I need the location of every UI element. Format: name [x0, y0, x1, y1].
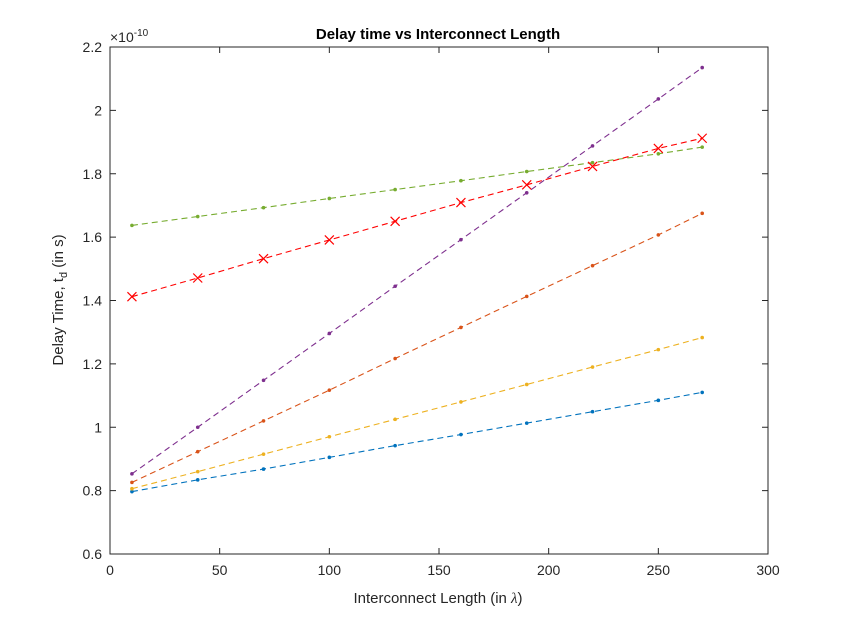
series-5-point: [700, 145, 704, 149]
plot-background: [110, 47, 768, 554]
x-label-prefix: Interconnect Length (in: [353, 590, 511, 607]
series-2-point: [195, 449, 200, 454]
series-3-point: [700, 335, 704, 340]
series-6-point: [127, 291, 137, 302]
series-3-point: [327, 434, 332, 439]
series-1-point: [327, 455, 332, 460]
y-exponent-base: ×10: [110, 29, 134, 45]
series-2-point: [590, 263, 595, 268]
series-2-point: [700, 211, 704, 216]
y-tick-label: 1: [94, 419, 102, 435]
series-5-point: [261, 205, 266, 210]
x-tick-label: 150: [427, 562, 451, 578]
series-3-line: [131, 337, 703, 490]
series-5-point: [656, 151, 661, 156]
x-tick-label: 300: [756, 562, 780, 578]
chart-title: Delay time vs Interconnect Length: [316, 26, 560, 43]
series-6-point: [456, 197, 466, 208]
x-tick-label: 0: [106, 562, 114, 578]
series-3-point: [524, 382, 529, 387]
series-1-point: [130, 489, 134, 494]
series-1-point: [590, 409, 595, 414]
series-3-point: [261, 452, 266, 456]
x-axis-label: Interconnect Length (in λ): [353, 590, 522, 607]
y-tick-label: 1.6: [83, 229, 103, 245]
y-axis-exponent: ×10-10: [110, 28, 149, 45]
series-3-point: [130, 486, 134, 491]
series-4-point: [327, 331, 332, 336]
y-axis-label: Delay Time, td (in s): [50, 234, 70, 365]
series-4-point: [195, 425, 200, 430]
series-1-point: [656, 398, 661, 403]
series-2-point: [656, 233, 661, 237]
series-1-point: [700, 390, 704, 395]
series-5-point: [393, 187, 397, 192]
series-2-point: [327, 388, 332, 392]
y-tick-label: 2.2: [83, 39, 103, 55]
x-tick-label: 100: [318, 562, 342, 578]
series-5-point: [195, 214, 200, 219]
y-label-main: Delay Time, t: [50, 277, 67, 365]
x-label-symbol: λ: [510, 591, 518, 607]
series-1-point: [393, 443, 397, 448]
series-3-point: [459, 400, 463, 404]
y-tick-label: 1.2: [83, 356, 103, 372]
plot-area: 0 50 100 150 200 250 300 0.6 0.8 1 1.2 1.4 1.6 1.8 2 2.…: [83, 39, 780, 578]
series-4-point: [261, 378, 266, 383]
series-4-point: [590, 144, 595, 148]
series-5-point: [327, 196, 332, 201]
series-5-point: [590, 160, 595, 165]
series-4-point: [459, 237, 463, 242]
series-1-point: [195, 478, 200, 482]
series-6-point: [192, 273, 203, 283]
series-2-point: [459, 325, 463, 330]
series-5-point: [524, 169, 529, 174]
series-4-line: [131, 67, 703, 475]
x-label-suffix: ): [518, 590, 523, 607]
series-4-point: [700, 65, 704, 70]
series-6-point: [258, 253, 269, 264]
series-3-point: [195, 469, 200, 474]
series-6-point: [324, 235, 335, 245]
series-4-point: [393, 284, 397, 289]
series-5-point: [459, 178, 463, 183]
series-5-point: [130, 223, 134, 228]
series-6-point: [521, 179, 532, 190]
series-1-point: [261, 467, 266, 471]
series-2-line: [131, 212, 703, 483]
series-2-point: [393, 356, 397, 361]
y-exponent-power: -10: [134, 28, 149, 39]
series-4-point: [524, 190, 529, 195]
x-tick-label: 250: [647, 562, 671, 578]
series-1-point: [459, 432, 463, 437]
y-tick-label: 0.8: [83, 483, 103, 499]
series-1-point: [524, 421, 529, 425]
y-tick-label: 1.8: [83, 166, 103, 182]
series-2-point: [261, 419, 266, 423]
y-tick-label: 0.6: [83, 546, 103, 562]
series-1-line: [131, 391, 703, 493]
x-tick-label: 50: [212, 562, 228, 578]
x-tick-label: 200: [537, 562, 561, 578]
series-3-point: [393, 417, 397, 422]
y-tick-label: 1.4: [83, 293, 103, 309]
series-3-point: [590, 365, 595, 369]
y-label-suffix: (in s): [50, 234, 67, 272]
series-2-point: [524, 294, 529, 299]
series-3-point: [656, 347, 661, 352]
series-6-line: [131, 137, 703, 298]
series-6-point: [390, 216, 401, 227]
series-6-point: [587, 161, 598, 172]
axes-box: [109, 46, 769, 555]
y-tick-label: 2: [94, 102, 102, 118]
series-4-point: [656, 97, 661, 101]
series-4-point: [130, 472, 134, 476]
series-6-point: [697, 133, 708, 144]
y-label-sub: d: [58, 272, 70, 278]
series-2-point: [130, 480, 134, 485]
series-6-point: [653, 143, 664, 154]
